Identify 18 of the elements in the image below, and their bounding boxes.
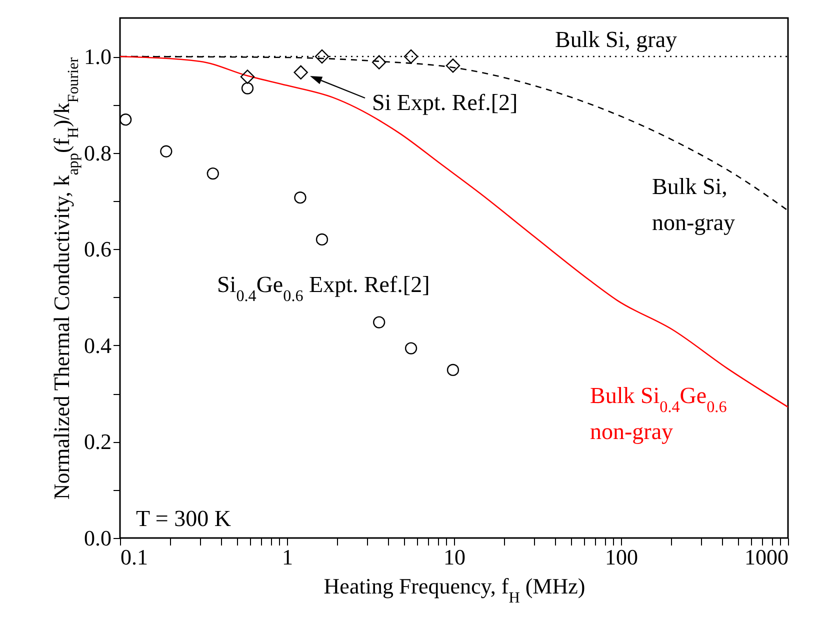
text: Bulk Si$_{0.4}$Ge$_{0.6}$ non-gray [590,383,727,444]
x-tick-label: 0.1 [120,544,148,570]
annotation: T = 300 K [136,506,232,531]
x-tick-label: 100 [605,544,638,570]
y-tick-label: 0.4 [84,332,112,358]
y-tick-label: 1.0 [84,44,112,70]
y-tick-label: 0.2 [84,429,112,454]
series-label: Bulk Si, gray [555,27,678,52]
y-tick-label: 0.0 [84,526,112,550]
y-tick-label: 0.8 [84,140,112,166]
x-tick-label: 1000 [744,544,788,570]
series-label: Bulk Si, non-gray [652,174,736,235]
annotation: Si Expt. Ref.[2] [372,90,518,115]
x-tick-label: 10 [444,544,466,570]
x-tick-label: 1 [282,544,293,570]
series-label: Si$_{0.4}$Ge$_{0.6}$ Expt. Ref.[2] [217,272,430,304]
x-axis-title: Heating Frequency, f$_{H}$ (MHz) [324,574,586,606]
y-tick-label: 0.6 [84,236,112,262]
